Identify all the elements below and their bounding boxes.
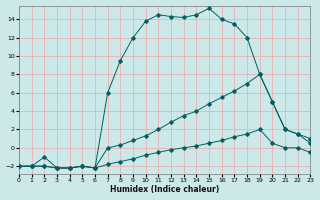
X-axis label: Humidex (Indice chaleur): Humidex (Indice chaleur) xyxy=(110,185,219,194)
